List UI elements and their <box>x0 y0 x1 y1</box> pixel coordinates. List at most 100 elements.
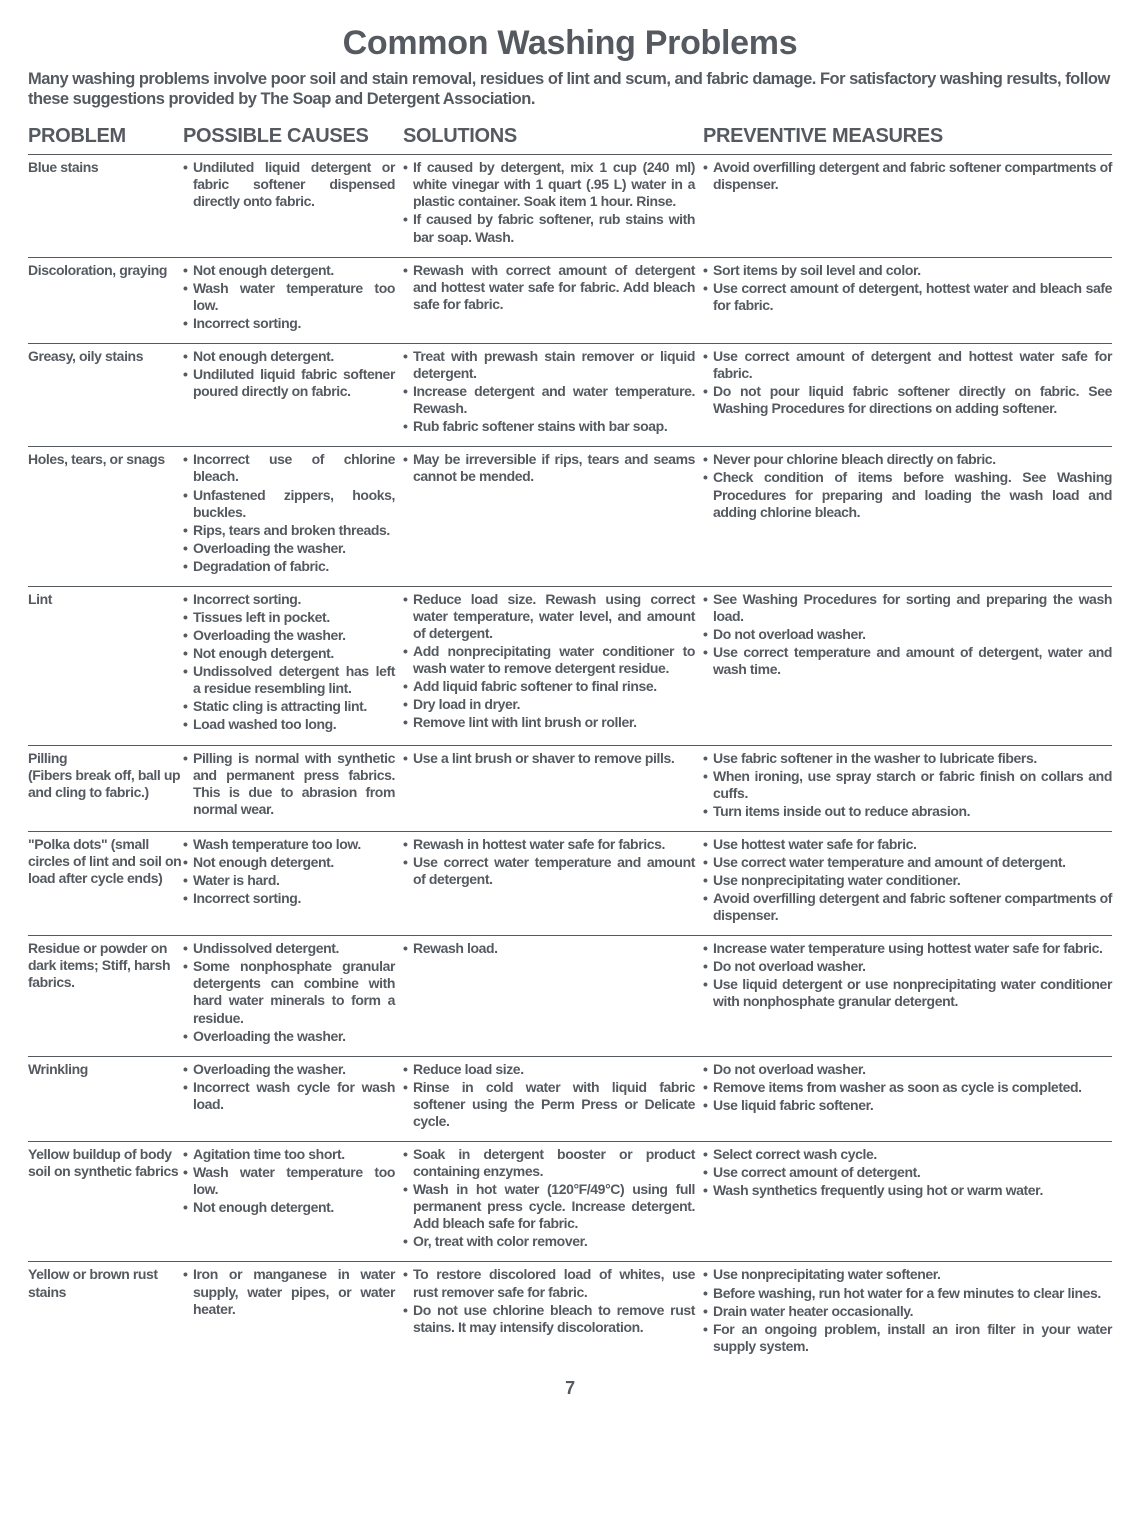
prevent-cell: Sort items by soil level and color.Use c… <box>703 262 1112 333</box>
list-item: Use a lint brush or shaver to remove pil… <box>403 750 695 767</box>
list-item: Reduce load size. <box>403 1061 695 1078</box>
problem-main: Yellow or brown rust stains <box>28 1266 158 1299</box>
problem-main: Wrinkling <box>28 1061 88 1077</box>
list-item: Select correct wash cycle. <box>703 1146 1112 1163</box>
list-item: Unfastened zippers, hooks, buckles. <box>183 487 395 521</box>
list-item: Do not overload washer. <box>703 626 1112 643</box>
list-item: Not enough detergent. <box>183 645 395 662</box>
causes-cell: Pilling is normal with synthetic and per… <box>183 750 403 821</box>
list-item: To restore discolored load of whites, us… <box>403 1266 695 1300</box>
page-number: 7 <box>28 1378 1112 1399</box>
table-row: Residue or powder on dark items; Stiff, … <box>28 935 1112 1055</box>
list-item: Turn items inside out to reduce abrasion… <box>703 803 1112 820</box>
list-item: Incorrect sorting. <box>183 890 395 907</box>
problem-main: Pilling <box>28 750 67 766</box>
list-item: Wash in hot water (120°F/49°C) using ful… <box>403 1181 695 1232</box>
list-item: Do not overload washer. <box>703 958 1112 975</box>
prevent-cell: Increase water temperature using hottest… <box>703 940 1112 1045</box>
prevent-cell: Do not overload washer.Remove items from… <box>703 1061 1112 1131</box>
prevent-cell: Select correct wash cycle.Use correct am… <box>703 1146 1112 1251</box>
problem-cell: Discoloration, graying <box>28 262 183 333</box>
problem-main: Holes, tears, or snags <box>28 451 165 467</box>
list-item: Rips, tears and broken threads. <box>183 522 395 539</box>
table-row: Discoloration, grayingNot enough deterge… <box>28 257 1112 343</box>
list-item: Remove items from washer as soon as cycl… <box>703 1079 1112 1096</box>
solutions-cell: Rewash load. <box>403 940 703 1045</box>
solutions-cell: Soak in detergent booster or product con… <box>403 1146 703 1251</box>
list-item: Avoid overfilling detergent and fabric s… <box>703 890 1112 924</box>
list-item: Wash water temperature too low. <box>183 1164 395 1198</box>
problem-sub: (Fibers break off, ball up and cling to … <box>28 767 180 800</box>
table-row: Yellow or brown rust stains Iron or manga… <box>28 1261 1112 1365</box>
list-item: Check condition of items before washing.… <box>703 469 1112 520</box>
solutions-cell: Treat with prewash stain remover or liqu… <box>403 348 703 436</box>
list-item: Overloading the washer. <box>183 1061 395 1078</box>
page-intro: Many washing problems involve poor soil … <box>28 69 1112 109</box>
list-item: Reduce load size. Rewash using correct w… <box>403 591 695 642</box>
list-item: Tissues left in pocket. <box>183 609 395 626</box>
list-item: Use correct water temperature and amount… <box>703 854 1112 871</box>
list-item: Or, treat with color remover. <box>403 1233 695 1250</box>
solutions-cell: Use a lint brush or shaver to remove pil… <box>403 750 703 821</box>
list-item: Add nonprecipitating water conditioner t… <box>403 643 695 677</box>
list-item: Overloading the washer. <box>183 627 395 644</box>
table-row: "Polka dots" (small circles of lint and … <box>28 831 1112 935</box>
causes-cell: Undiluted liquid detergent or fabric sof… <box>183 159 403 246</box>
list-item: Add liquid fabric softener to final rins… <box>403 678 695 695</box>
list-item: Increase detergent and water temperature… <box>403 383 695 417</box>
list-item: If caused by fabric softener, rub stains… <box>403 211 695 245</box>
list-item: Use hottest water safe for fabric. <box>703 836 1112 853</box>
list-item: Use correct amount of detergent, hottest… <box>703 280 1112 314</box>
prevent-cell: Use fabric softener in the washer to lub… <box>703 750 1112 821</box>
table-row: Greasy, oily stainsNot enough detergent.… <box>28 343 1112 446</box>
list-item: Do not overload washer. <box>703 1061 1112 1078</box>
list-item: Do not use chlorine bleach to remove rus… <box>403 1302 695 1336</box>
list-item: Soak in detergent booster or product con… <box>403 1146 695 1180</box>
list-item: Rewash with correct amount of detergent … <box>403 262 695 313</box>
causes-cell: Wash temperature too low.Not enough dete… <box>183 836 403 925</box>
causes-cell: Overloading the washer.Incorrect wash cy… <box>183 1061 403 1131</box>
problem-cell: Yellow or brown rust stains <box>28 1266 183 1355</box>
causes-cell: Incorrect sorting.Tissues left in pocket… <box>183 591 403 735</box>
solutions-cell: Rewash in hottest water safe for fabrics… <box>403 836 703 925</box>
list-item: Use correct water temperature and amount… <box>403 854 695 888</box>
list-item: May be irreversible if rips, tears and s… <box>403 451 695 485</box>
list-item: Before washing, run hot water for a few … <box>703 1285 1112 1302</box>
list-item: Use correct temperature and amount of de… <box>703 644 1112 678</box>
list-item: Undiluted liquid fabric softener poured … <box>183 366 395 400</box>
rows-container: Blue stains Undiluted liquid detergent or… <box>28 154 1112 1366</box>
table-row: Wrinkling Overloading the washer.Incorrec… <box>28 1056 1112 1141</box>
solutions-cell: Reduce load size. Rewash using correct w… <box>403 591 703 735</box>
list-item: Sort items by soil level and color. <box>703 262 1112 279</box>
problem-main: Residue or powder on dark items; Stiff, … <box>28 940 170 990</box>
problem-cell: Pilling(Fibers break off, ball up and cl… <box>28 750 183 821</box>
list-item: Use fabric softener in the washer to lub… <box>703 750 1112 767</box>
list-item: Remove lint with lint brush or roller. <box>403 714 695 731</box>
problem-cell: Yellow buildup of body soil on synthetic… <box>28 1146 183 1251</box>
problem-cell: Wrinkling <box>28 1061 183 1131</box>
list-item: Agitation time too short. <box>183 1146 395 1163</box>
list-item: See Washing Procedures for sorting and p… <box>703 591 1112 625</box>
list-item: Load washed too long. <box>183 716 395 733</box>
prevent-cell: Use hottest water safe for fabric.Use co… <box>703 836 1112 925</box>
problem-cell: Holes, tears, or snags <box>28 451 183 576</box>
list-item: Not enough detergent. <box>183 1199 395 1216</box>
prevent-cell: Use nonprecipitating water softener.Befo… <box>703 1266 1112 1355</box>
prevent-cell: Avoid overfilling detergent and fabric s… <box>703 159 1112 246</box>
list-item: Use correct amount of detergent. <box>703 1164 1112 1181</box>
list-item: Treat with prewash stain remover or liqu… <box>403 348 695 382</box>
prevent-cell: Never pour chlorine bleach directly on f… <box>703 451 1112 576</box>
problem-main: Blue stains <box>28 159 98 175</box>
list-item: Incorrect sorting. <box>183 315 395 332</box>
list-item: When ironing, use spray starch or fabric… <box>703 768 1112 802</box>
list-item: For an ongoing problem, install an iron … <box>703 1321 1112 1355</box>
list-item: Some nonphosphate granular detergents ca… <box>183 958 395 1026</box>
causes-cell: Iron or manganese in water supply, water… <box>183 1266 403 1355</box>
list-item: If caused by detergent, mix 1 cup (240 m… <box>403 159 695 210</box>
list-item: Not enough detergent. <box>183 348 395 365</box>
prevent-cell: See Washing Procedures for sorting and p… <box>703 591 1112 735</box>
page-title: Common Washing Problems <box>28 24 1112 63</box>
list-item: Degradation of fabric. <box>183 558 395 575</box>
problem-main: "Polka dots" <box>28 836 107 852</box>
list-item: Do not pour liquid fabric softener direc… <box>703 383 1112 417</box>
